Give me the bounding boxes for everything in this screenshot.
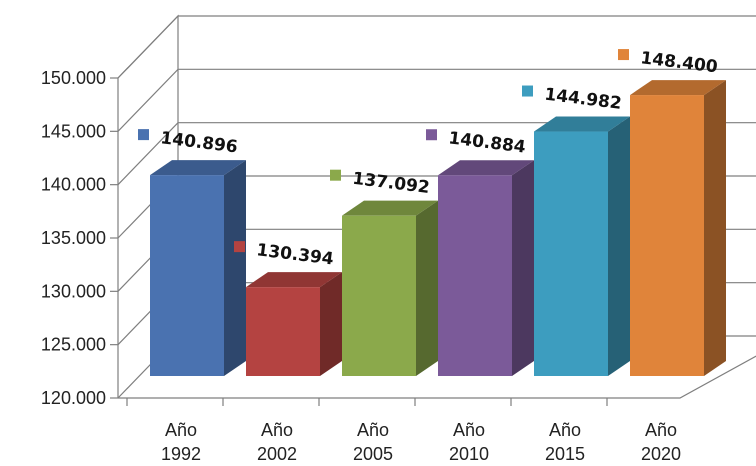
bar: [246, 272, 342, 376]
bar-side: [416, 200, 438, 376]
bar-front: [438, 175, 512, 376]
bar: [150, 160, 246, 376]
bar-front: [150, 175, 224, 376]
bar-top: [438, 160, 534, 176]
data-label: 144.982: [543, 85, 622, 114]
bar-front: [630, 95, 704, 377]
bar-front: [534, 131, 608, 376]
bar-side: [320, 272, 342, 376]
y-tick-label: 130.000: [41, 281, 106, 301]
y-tick-label: 125.000: [41, 335, 106, 355]
data-label-marker: [234, 241, 245, 253]
bar-top: [534, 116, 630, 132]
floor-edge: [118, 355, 756, 399]
bar-top: [246, 272, 342, 288]
bar-front: [246, 287, 320, 376]
data-label-marker: [138, 129, 149, 141]
data-label: 130.394: [255, 240, 334, 269]
bar-top: [342, 200, 438, 216]
y-axis-ticks: 120.000 125.000 130.000 135.000 140.000 145.0…: [41, 68, 608, 408]
y-tick-label: 150.000: [41, 68, 106, 88]
data-label-marker: [522, 85, 533, 97]
data-label: 140.896: [159, 128, 238, 157]
y-tick-label: 135.000: [41, 228, 106, 248]
x-category-label: Año 2002: [257, 420, 297, 464]
x-category-label: Año 1992: [161, 420, 201, 464]
bars-layer: [150, 80, 726, 377]
bar: [630, 80, 726, 377]
x-axis-categories: Año 1992 Año 2002 Año 2005 Año 2010 Año 2015 Año 20…: [161, 420, 681, 464]
bar-top: [150, 160, 246, 176]
bar: [534, 116, 630, 376]
x-category-label: Año 2010: [449, 420, 489, 464]
gridline: [117, 68, 756, 132]
bar-side: [224, 160, 246, 376]
data-label: 148.400: [639, 48, 718, 77]
y-tick-label: 140.000: [41, 175, 106, 195]
x-category-label: Año 2020: [641, 420, 681, 464]
bar-front: [342, 215, 416, 376]
gridline: [117, 15, 756, 79]
data-label-marker: [618, 49, 629, 61]
x-category-label: Año 2005: [353, 420, 393, 464]
bar-side: [608, 116, 630, 376]
bar: [342, 200, 438, 376]
bar-side: [512, 160, 534, 376]
data-label: 137.092: [351, 169, 430, 198]
y-tick-label: 120.000: [41, 388, 106, 408]
bar: [438, 160, 534, 376]
bar-side: [704, 80, 726, 377]
x-category-label: Año 2015: [545, 420, 585, 464]
y-tick-label: 145.000: [41, 121, 106, 141]
bar-top: [630, 80, 726, 96]
data-label-marker: [426, 129, 437, 141]
data-label: 140.884: [447, 128, 526, 157]
data-label-marker: [330, 169, 341, 181]
